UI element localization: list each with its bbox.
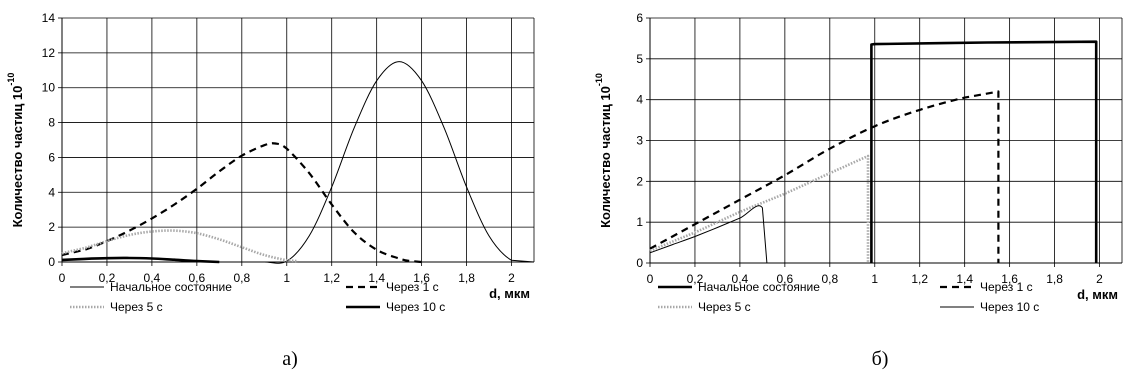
y-tick-label: 5 xyxy=(636,52,643,66)
series-line-3 xyxy=(61,256,220,264)
y-axis-title-exponent: -10 xyxy=(594,73,604,86)
x-tick-label: 1 xyxy=(283,271,290,285)
y-axis-title: Количество частиц 10-10 xyxy=(6,73,25,228)
y-tick-label: 14 xyxy=(42,11,56,25)
series-line-2 xyxy=(649,154,870,263)
x-tick-label: 1,6 xyxy=(413,271,430,285)
x-tick-label: 0,6 xyxy=(777,272,794,286)
legend-label: Через 10 с xyxy=(386,300,445,314)
x-tick-label: 0 xyxy=(59,271,66,285)
panel-caption: б) xyxy=(872,348,889,370)
x-tick-label: 2 xyxy=(508,271,515,285)
x-tick-label: 1,4 xyxy=(956,272,973,286)
y-axis-title: Количество частиц 10-10 xyxy=(594,73,613,228)
series-line-1 xyxy=(649,90,1000,263)
y-tick-label: 4 xyxy=(636,93,643,107)
series-line-3 xyxy=(649,205,768,264)
x-tick-label: 0,6 xyxy=(189,271,206,285)
x-tick-label: 1,6 xyxy=(1001,272,1018,286)
x-axis-title: d, мкм xyxy=(489,286,530,301)
y-tick-label: 2 xyxy=(48,220,55,234)
x-tick-label: 0,4 xyxy=(144,271,161,285)
y-axis-title-exponent: -10 xyxy=(6,73,16,86)
x-tick-label: 1,8 xyxy=(1046,272,1063,286)
series-line-1 xyxy=(61,142,422,264)
x-tick-label: 0,2 xyxy=(99,271,116,285)
legend-label: Через 5 с xyxy=(698,300,751,314)
x-tick-label: 0,2 xyxy=(687,272,704,286)
y-tick-label: 0 xyxy=(48,255,55,269)
series-line-0 xyxy=(870,40,1098,263)
y-axis-title-base: 10 xyxy=(10,86,25,100)
y-tick-label: 10 xyxy=(42,81,56,95)
x-tick-label: 0 xyxy=(647,272,654,286)
legend-label: Начальное состояние xyxy=(110,280,232,294)
x-tick-label: 0,8 xyxy=(821,272,838,286)
y-tick-label: 2 xyxy=(636,174,643,188)
legend-label: Через 1 с xyxy=(386,280,439,294)
y-tick-label: 3 xyxy=(636,134,643,148)
x-tick-label: 0,8 xyxy=(233,271,250,285)
legend-label: Через 5 с xyxy=(110,300,163,314)
x-tick-label: 1,2 xyxy=(323,271,340,285)
legend-label: Начальное состояние xyxy=(698,280,820,294)
legend-label: Через 1 с xyxy=(980,280,1033,294)
y-tick-label: 6 xyxy=(636,11,643,25)
y-tick-label: 0 xyxy=(636,256,643,270)
y-tick-label: 6 xyxy=(48,150,55,164)
x-tick-label: 1 xyxy=(871,272,878,286)
y-axis-title-text: Количество частиц xyxy=(10,100,25,227)
panel-caption: а) xyxy=(282,348,298,370)
y-tick-label: 12 xyxy=(42,46,56,60)
x-tick-label: 1,4 xyxy=(368,271,385,285)
x-tick-label: 1,2 xyxy=(911,272,928,286)
y-tick-label: 8 xyxy=(48,116,55,130)
x-axis-title: d, мкм xyxy=(1077,287,1118,302)
series-line-2 xyxy=(61,229,299,263)
y-axis-title-base: 10 xyxy=(598,86,613,100)
y-tick-label: 1 xyxy=(636,215,643,229)
legend-label: Через 10 с xyxy=(980,300,1039,314)
x-tick-label: 2 xyxy=(1096,272,1103,286)
plot-area xyxy=(62,18,534,262)
x-tick-label: 1,8 xyxy=(458,271,475,285)
y-axis-title-text: Количество частиц xyxy=(598,101,613,228)
y-tick-label: 4 xyxy=(48,185,55,199)
series-line-0 xyxy=(62,61,535,264)
x-tick-label: 0,4 xyxy=(732,272,749,286)
